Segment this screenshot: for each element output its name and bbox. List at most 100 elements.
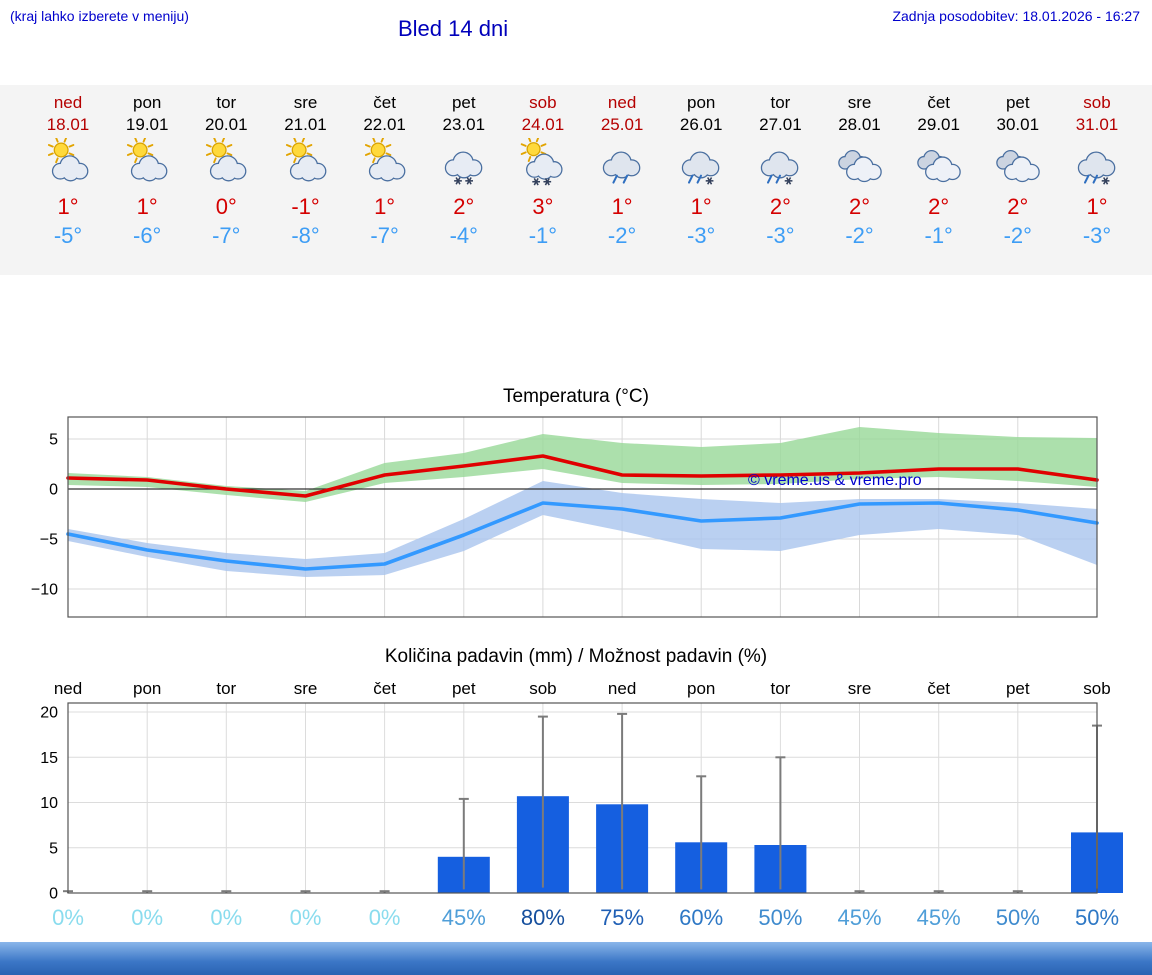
last-update: Zadnja posodobitev: 18.01.2026 - 16:27	[892, 8, 1140, 24]
y-tick-label: 10	[40, 795, 58, 812]
cloud-icon	[131, 155, 168, 182]
day-label: sre	[294, 679, 318, 698]
sun-icon	[127, 136, 154, 164]
day-max-temp: 1°	[611, 194, 633, 219]
temperature-chart-svg: 5 0 −5 −10 © vreme.us & vreme.pro	[31, 416, 1099, 618]
day-min-temp: -3°	[687, 223, 716, 248]
weather-icon-snow	[444, 151, 483, 185]
day-date: 20.01	[205, 115, 248, 134]
day-label: čet	[927, 679, 950, 698]
day-label: pon	[133, 679, 161, 698]
cloud-icon	[761, 151, 799, 179]
day-name: sob	[529, 93, 557, 112]
day-name: tor	[216, 93, 237, 112]
day-min-temp: -8°	[291, 223, 320, 248]
day-label: tor	[216, 679, 236, 698]
day-icon	[345, 136, 425, 190]
weather-icon-partly-sunny	[364, 136, 405, 182]
cloud-icon	[924, 156, 961, 183]
day-max-temp: 1°	[136, 194, 158, 219]
precip-probability: 75%	[600, 905, 644, 930]
day-max-temp: 1°	[1086, 194, 1108, 219]
day-name: ned	[53, 93, 83, 112]
cloud-icon	[1077, 151, 1116, 179]
y-tick-label: 20	[40, 705, 58, 722]
weather-icon-partly-sunny	[127, 136, 168, 182]
forecast-day-21.01: sre 21.01 -1° -8°	[266, 85, 346, 250]
y-tick-label: 0	[49, 886, 58, 903]
day-name: ned	[607, 93, 637, 112]
precip-probability: 0%	[131, 905, 163, 930]
precip-probability: 60%	[679, 905, 723, 930]
forecast-day-24.01: sob 24.01 3° -1°	[503, 85, 583, 250]
day-icon	[820, 138, 900, 190]
day-name: pet	[451, 93, 476, 112]
day-date: 23.01	[442, 115, 486, 134]
day-name: pon	[687, 93, 716, 112]
cloud-icon	[289, 155, 326, 182]
day-icon	[582, 138, 662, 190]
day-max-temp: 0°	[215, 194, 237, 219]
day-date: 25.01	[600, 115, 644, 134]
raindrop-icon	[688, 174, 694, 184]
max-temperature-line	[66, 454, 1099, 498]
day-label: ned	[54, 679, 82, 698]
day-min-temp: -3°	[766, 223, 795, 248]
day-min-temp: -1°	[924, 223, 953, 248]
snowflake-icon	[465, 177, 473, 185]
day-max-temp: 2°	[769, 194, 791, 219]
y-tick-label: 5	[49, 432, 58, 449]
day-icon	[107, 136, 187, 190]
plot-border	[67, 702, 1098, 894]
cloud-icon	[1003, 156, 1040, 183]
y-tick-label: −10	[31, 582, 58, 599]
weather-icon-rain-snow	[1077, 151, 1116, 185]
forecast-day-19.01: pon 19.01 1° -6°	[107, 85, 187, 250]
forecast-day-30.01: pet 30.01 2° -2°	[978, 85, 1058, 250]
day-name: pet	[1005, 93, 1030, 112]
day-max-temp: 2°	[848, 194, 871, 219]
forecast-strip: ned 18.01 1° -5° pon 19.01 1° -6° tor 20.01 0° -7° s…	[0, 85, 1152, 275]
precip-probability: 0%	[52, 905, 84, 930]
precip-probability: 45%	[837, 905, 881, 930]
day-min-temp: -2°	[845, 223, 874, 248]
cloud-icon	[51, 155, 89, 182]
day-icon	[28, 136, 108, 190]
forecast-day-29.01: čet 29.01 2° -1°	[899, 85, 979, 250]
day-date: 26.01	[679, 115, 723, 134]
precipitation-chart: ned pon tor sre čet pet sob ned pon tor sre čet pet s…	[0, 672, 1152, 939]
watermark-link[interactable]: © vreme.us & vreme.pro	[748, 472, 922, 489]
raindrop-icon	[696, 174, 703, 184]
snowflake-icon	[785, 177, 793, 185]
y-tick-label: 15	[40, 750, 58, 767]
y-tick-label: 0	[49, 482, 58, 499]
cloud-icon	[444, 151, 483, 179]
day-min-temp: -2°	[607, 223, 637, 248]
day-name: sre	[293, 93, 318, 112]
cloud-icon	[368, 155, 405, 182]
precip-probability: 50%	[758, 905, 802, 930]
day-icon	[266, 136, 346, 190]
cloud-icon	[210, 155, 247, 182]
precip-probability: 80%	[521, 905, 565, 930]
forecast-day-23.01: pet 23.01 2° -4°	[424, 85, 504, 250]
snowflake-icon	[705, 177, 714, 185]
weather-icon-rain-snow	[761, 151, 799, 185]
raindrop-icon	[612, 174, 618, 184]
footer-bar	[0, 942, 1152, 975]
day-label: tor	[770, 679, 790, 698]
day-name: čet	[373, 93, 396, 112]
forecast-day-27.01: tor 27.01 2° -3°	[740, 85, 820, 250]
day-date: 18.01	[46, 115, 90, 134]
cloud-icon	[681, 151, 720, 179]
day-date: 19.01	[125, 115, 169, 134]
day-max-temp: 2°	[928, 194, 950, 219]
raindrop-icon	[1092, 174, 1099, 184]
day-name: tor	[770, 93, 791, 112]
sun-icon	[206, 136, 233, 164]
weather-icon-partly-sunny	[206, 136, 247, 182]
weather-icon-partly-sunny	[285, 136, 326, 182]
menu-hint: (kraj lahko izberete v meniju)	[10, 8, 189, 24]
day-label: sob	[1083, 679, 1110, 698]
temperature-chart-title: Temperatura (°C)	[503, 386, 649, 407]
